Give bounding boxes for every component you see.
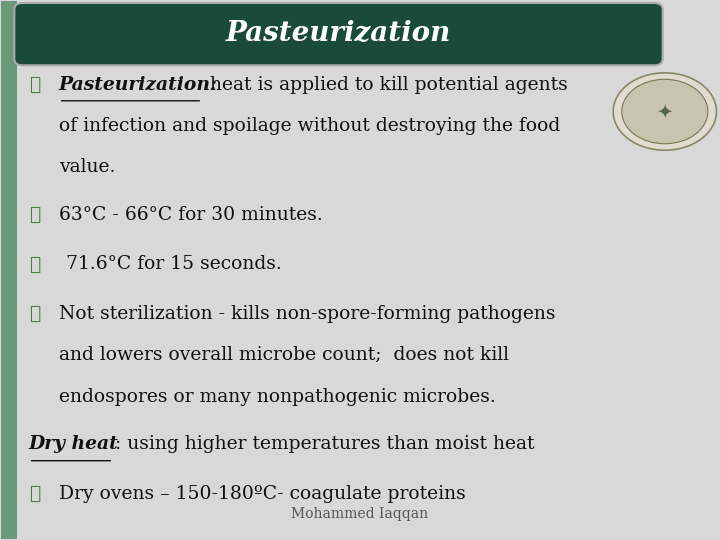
Text: 71.6°C for 15 seconds.: 71.6°C for 15 seconds.	[66, 255, 282, 273]
Text: ❖: ❖	[29, 485, 40, 503]
Text: Dry ovens – 150-180ºC- coagulate proteins: Dry ovens – 150-180ºC- coagulate protein…	[59, 485, 466, 503]
Text: ❖: ❖	[29, 76, 40, 93]
Text: Not sterilization - kills non-spore-forming pathogens: Not sterilization - kills non-spore-form…	[59, 305, 555, 323]
Text: ✦: ✦	[657, 102, 673, 121]
Text: 63°C - 66°C for 30 minutes.: 63°C - 66°C for 30 minutes.	[59, 206, 323, 224]
Text: ❖: ❖	[29, 305, 40, 323]
Text: : using higher temperatures than moist heat: : using higher temperatures than moist h…	[114, 435, 534, 454]
Text: endospores or many nonpathogenic microbes.: endospores or many nonpathogenic microbe…	[59, 388, 495, 406]
FancyBboxPatch shape	[14, 3, 662, 65]
Text: Pasteurization: Pasteurization	[226, 20, 451, 47]
Circle shape	[622, 79, 708, 144]
Text: Pasteurization:: Pasteurization:	[59, 76, 217, 93]
Text: ❖: ❖	[29, 206, 40, 224]
Text: Dry heat: Dry heat	[29, 435, 118, 454]
Text: Mohammed Iaqqan: Mohammed Iaqqan	[292, 508, 428, 522]
Text: ❖: ❖	[29, 255, 40, 273]
Text: value.: value.	[59, 158, 115, 176]
FancyBboxPatch shape	[1, 2, 17, 538]
Text: and lowers overall microbe count;  does not kill: and lowers overall microbe count; does n…	[59, 346, 509, 364]
Text: of infection and spoilage without destroying the food: of infection and spoilage without destro…	[59, 117, 560, 135]
Circle shape	[613, 73, 716, 150]
Text: heat is applied to kill potential agents: heat is applied to kill potential agents	[204, 76, 567, 93]
